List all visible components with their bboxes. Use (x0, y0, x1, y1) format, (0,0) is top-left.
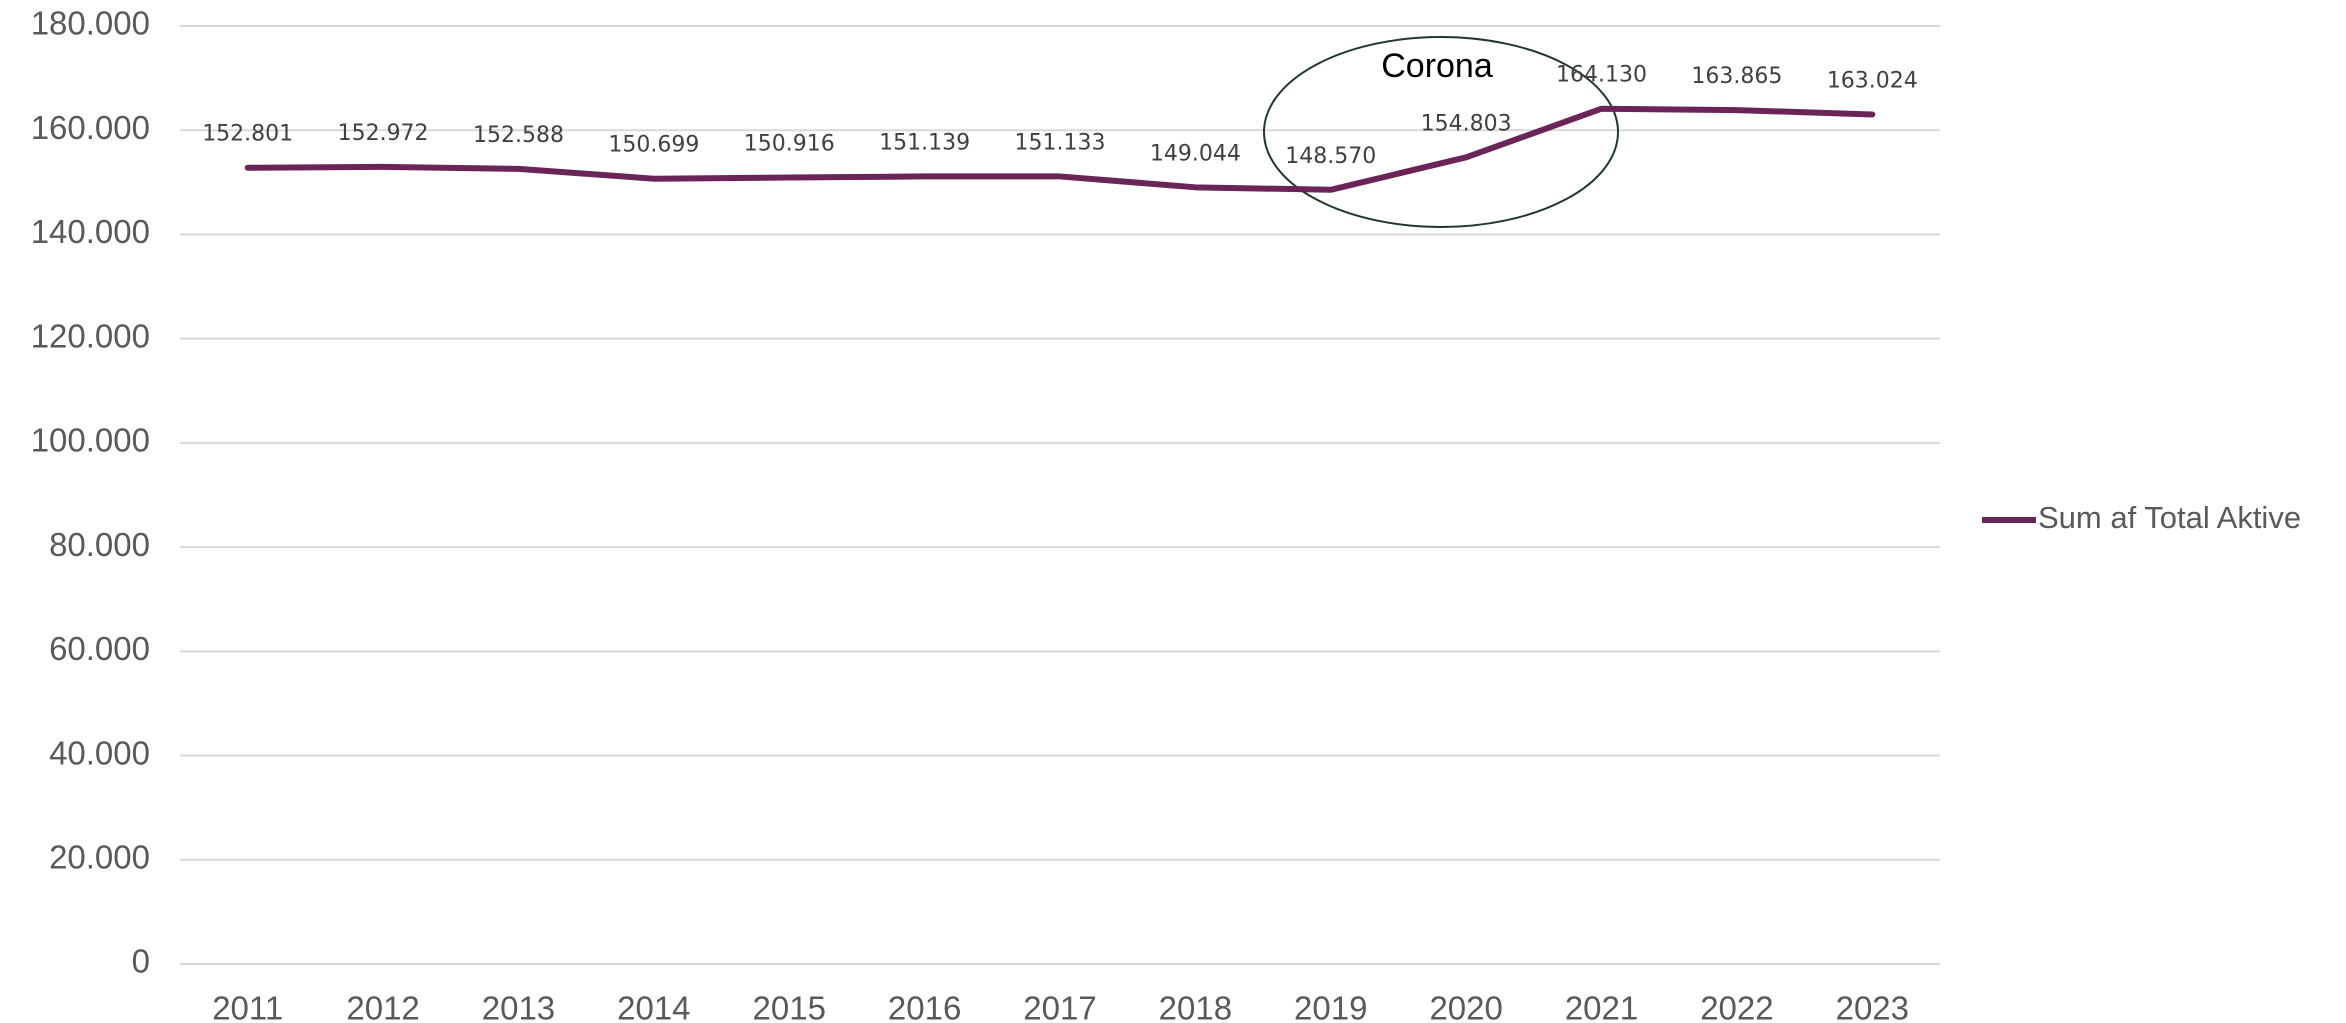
x-tick-label: 2022 (1700, 990, 1773, 1023)
data-label: 154.803 (1421, 111, 1512, 136)
y-tick-label: 100.000 (31, 422, 150, 459)
x-tick-label: 2014 (617, 990, 690, 1023)
annotation-ellipse (1263, 36, 1619, 228)
data-label: 163.024 (1827, 68, 1918, 93)
x-tick-label: 2016 (888, 990, 961, 1023)
y-tick-label: 160.000 (31, 109, 150, 146)
y-tick-label: 120.000 (31, 317, 150, 354)
series-line (244, 105, 1876, 193)
legend: Sum af Total Aktive (1982, 500, 2301, 535)
x-tick-label: 2023 (1836, 990, 1909, 1023)
data-label: 150.916 (744, 132, 835, 157)
data-label: 152.972 (338, 121, 429, 146)
data-label: 150.699 (608, 133, 699, 158)
x-tick-label: 2017 (1023, 990, 1096, 1023)
data-label: 149.044 (1150, 141, 1241, 166)
x-tick-label: 2012 (346, 990, 419, 1023)
data-label: 152.588 (473, 123, 564, 148)
x-tick-label: 2011 (212, 990, 283, 1023)
data-label: 148.570 (1285, 144, 1376, 169)
x-tick-label: 2019 (1294, 990, 1367, 1023)
x-tick-label: 2020 (1429, 990, 1502, 1023)
x-tick-label: 2013 (482, 990, 555, 1023)
data-label: 163.865 (1691, 64, 1782, 89)
annotation: Corona (1381, 47, 1493, 85)
legend-label: Sum af Total Aktive (2038, 500, 2301, 535)
x-tick-label: 2018 (1159, 990, 1232, 1023)
y-tick-label: 80.000 (49, 526, 150, 563)
x-tick-label: 2021 (1565, 990, 1638, 1023)
data-label: 151.133 (1015, 130, 1106, 155)
y-tick-label: 40.000 (49, 734, 150, 771)
data-label: 164.130 (1556, 63, 1647, 88)
y-tick-label: 140.000 (31, 213, 150, 250)
y-tick-label: 0 (132, 943, 150, 980)
y-tick-label: 20.000 (49, 838, 150, 875)
x-tick-label: 2015 (753, 990, 826, 1023)
data-label: 152.801 (202, 122, 293, 147)
y-tick-label: 60.000 (49, 630, 150, 667)
y-tick-label: 180.000 (31, 5, 150, 42)
data-label: 151.139 (879, 130, 970, 155)
